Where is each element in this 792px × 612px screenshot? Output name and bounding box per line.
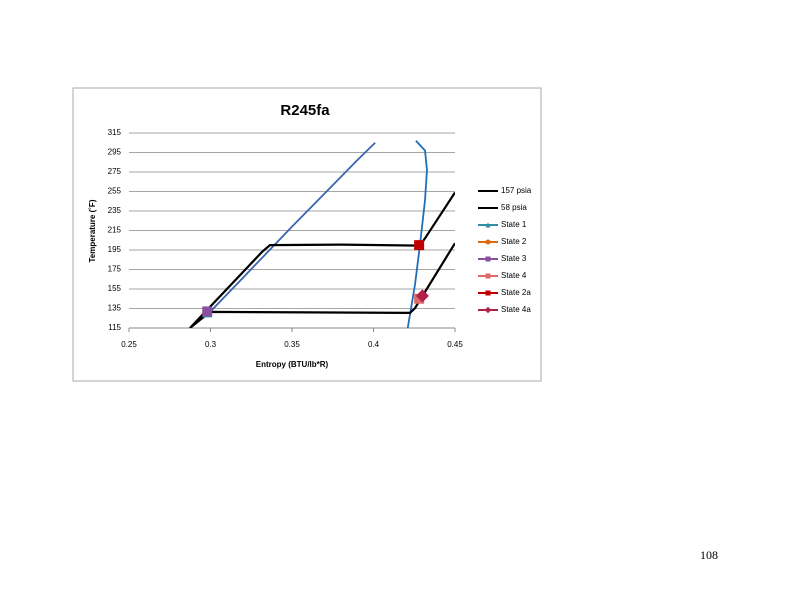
series-line [406, 140, 428, 328]
legend-label: State 2a [501, 288, 531, 297]
legend-label: State 4a [501, 305, 531, 314]
marker [485, 273, 491, 279]
legend-label: 58 psia [501, 203, 527, 212]
legend-label: State 1 [501, 220, 527, 229]
x-tick-label: 0.45 [447, 340, 463, 349]
y-tick-label: 275 [108, 167, 122, 176]
legend-label: State 3 [501, 254, 527, 263]
marker [202, 306, 213, 317]
x-axis-label: Entropy (BTU/lb*R) [256, 360, 329, 369]
marker [485, 239, 491, 245]
legend-label: 157 psia [501, 186, 532, 195]
y-tick-label: 195 [108, 245, 122, 254]
legend-label: State 2 [501, 237, 527, 246]
x-tick-label: 0.4 [368, 340, 380, 349]
marker [485, 256, 491, 262]
y-tick-label: 215 [108, 226, 122, 235]
x-tick-label: 0.25 [121, 340, 137, 349]
x-tick-label: 0.3 [205, 340, 217, 349]
series-line [189, 142, 376, 328]
page-number: 108 [700, 548, 718, 562]
marker [415, 289, 429, 303]
y-tick-label: 155 [108, 284, 122, 293]
x-tick-label: 0.35 [284, 340, 300, 349]
marker [414, 240, 425, 251]
legend-label: State 4 [501, 271, 527, 280]
marker [484, 306, 492, 314]
y-tick-label: 175 [108, 265, 122, 274]
y-tick-label: 255 [108, 187, 122, 196]
chart-title: R245fa [280, 102, 330, 119]
marker [485, 222, 491, 228]
chart-frame [72, 87, 542, 382]
y-tick-label: 295 [108, 148, 122, 157]
y-tick-label: 315 [108, 128, 122, 137]
y-tick-label: 115 [108, 323, 121, 332]
y-tick-label: 235 [108, 206, 122, 215]
y-axis-label: Temperature (˚F) [88, 199, 97, 262]
y-tick-label: 135 [108, 304, 122, 313]
marker [485, 290, 491, 296]
series-line [189, 191, 455, 328]
